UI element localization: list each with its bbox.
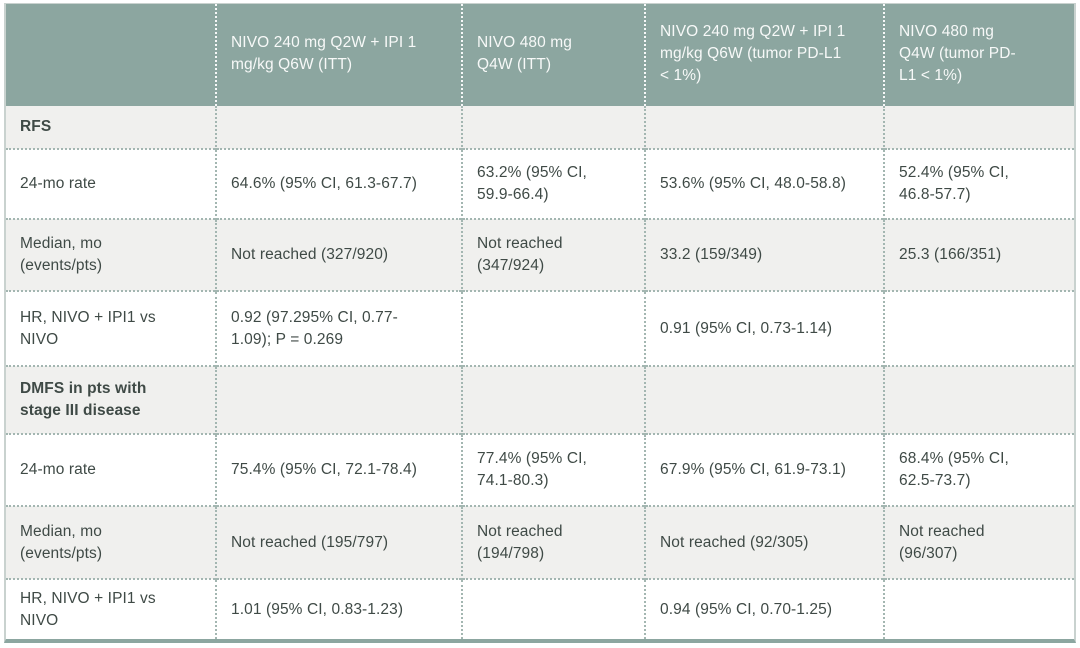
data-cell: 77.4% (95% CI, 74.1-80.3) [461, 433, 645, 506]
row-dmfs-hr: HR, NIVO + IPI1 vs NIVO 1.01 (95% CI, 0.… [6, 578, 1074, 639]
data-cell: 75.4% (95% CI, 72.1-78.4) [215, 433, 462, 506]
data-cell: 53.6% (95% CI, 48.0-58.8) [644, 148, 884, 219]
data-cell: Not reached (195/797) [215, 505, 462, 579]
header-cell-empty [6, 4, 216, 106]
row-label: 24-mo rate [6, 148, 216, 219]
data-cell: Not reached (92/305) [644, 505, 884, 579]
header-cell-nivo480-itt: NIVO 480 mg Q4W (ITT) [461, 4, 645, 106]
row-rfs-24mo-rate: 24-mo rate 64.6% (95% CI, 61.3-67.7) 63.… [6, 148, 1074, 219]
data-cell [644, 106, 884, 149]
data-cell: 33.2 (159/349) [644, 218, 884, 291]
data-cell: 0.94 (95% CI, 0.70-1.25) [644, 578, 884, 639]
header-cell-nivo480-pdl1: NIVO 480 mg Q4W (tumor PD- L1 < 1%) [883, 4, 1074, 106]
row-rfs-median: Median, mo (events/pts) Not reached (327… [6, 218, 1074, 291]
section-row-rfs: RFS [6, 106, 1074, 149]
data-cell [883, 365, 1074, 434]
header-cell-nivo-ipi-pdl1: NIVO 240 mg Q2W + IPI 1 mg/kg Q6W (tumor… [644, 4, 884, 106]
data-cell: 52.4% (95% CI, 46.8-57.7) [883, 148, 1074, 219]
data-cell: 25.3 (166/351) [883, 218, 1074, 291]
data-cell [644, 365, 884, 434]
data-cell: Not reached (96/307) [883, 505, 1074, 579]
data-cell: Not reached (347/924) [461, 218, 645, 291]
row-dmfs-median: Median, mo (events/pts) Not reached (195… [6, 505, 1074, 579]
results-table-container: NIVO 240 mg Q2W + IPI 1 mg/kg Q6W (ITT) … [4, 3, 1076, 643]
row-label: 24-mo rate [6, 433, 216, 506]
data-cell [461, 578, 645, 639]
data-cell [883, 578, 1074, 639]
data-cell: 68.4% (95% CI, 62.5-73.7) [883, 433, 1074, 506]
data-cell: Not reached (327/920) [215, 218, 462, 291]
data-cell: 0.92 (97.295% CI, 0.77- 1.09); P = 0.269 [215, 290, 462, 366]
section-row-dmfs: DMFS in pts with stage III disease [6, 365, 1074, 434]
data-cell [461, 290, 645, 366]
section-label-dmfs: DMFS in pts with stage III disease [6, 365, 216, 434]
data-cell: 63.2% (95% CI, 59.9-66.4) [461, 148, 645, 219]
data-cell [461, 106, 645, 149]
data-cell [883, 290, 1074, 366]
data-cell [461, 365, 645, 434]
row-label: HR, NIVO + IPI1 vs NIVO [6, 578, 216, 639]
header-row: NIVO 240 mg Q2W + IPI 1 mg/kg Q6W (ITT) … [6, 4, 1074, 106]
section-label-rfs: RFS [20, 118, 52, 136]
data-cell: Not reached (194/798) [461, 505, 645, 579]
row-dmfs-24mo-rate: 24-mo rate 75.4% (95% CI, 72.1-78.4) 77.… [6, 433, 1074, 506]
row-label: HR, NIVO + IPI1 vs NIVO [6, 290, 216, 366]
data-cell: 64.6% (95% CI, 61.3-67.7) [215, 148, 462, 219]
row-rfs-hr: HR, NIVO + IPI1 vs NIVO 0.92 (97.295% CI… [6, 290, 1074, 366]
header-cell-nivo-ipi-itt: NIVO 240 mg Q2W + IPI 1 mg/kg Q6W (ITT) [215, 4, 462, 106]
data-cell [215, 106, 462, 149]
row-label: Median, mo (events/pts) [6, 505, 216, 579]
row-label: Median, mo (events/pts) [6, 218, 216, 291]
data-cell [215, 365, 462, 434]
data-cell [883, 106, 1074, 149]
data-cell: 67.9% (95% CI, 61.9-73.1) [644, 433, 884, 506]
clinical-results-table: NIVO 240 mg Q2W + IPI 1 mg/kg Q6W (ITT) … [6, 4, 1074, 639]
data-cell: 1.01 (95% CI, 0.83-1.23) [215, 578, 462, 639]
data-cell: 0.91 (95% CI, 0.73-1.14) [644, 290, 884, 366]
